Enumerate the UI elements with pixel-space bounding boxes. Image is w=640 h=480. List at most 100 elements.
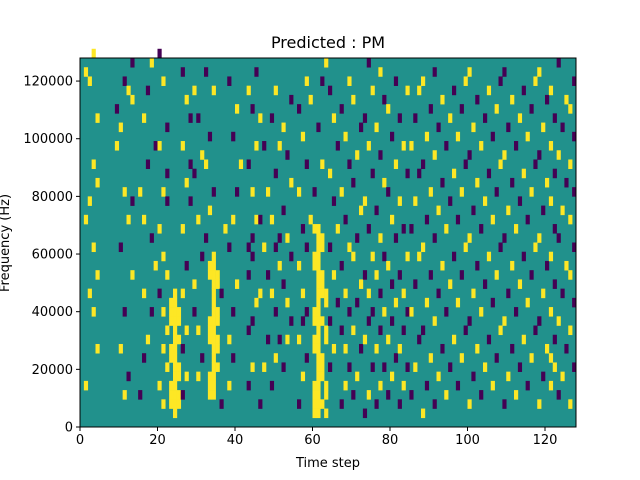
heatmap-cell — [343, 214, 348, 225]
heatmap-cell — [246, 380, 251, 391]
heatmap-cell — [467, 233, 472, 243]
heatmap-cell — [382, 307, 387, 317]
heatmap-cell — [312, 251, 317, 262]
heatmap-cell — [118, 343, 123, 354]
heatmap-cell — [316, 380, 321, 391]
heatmap-cell — [421, 242, 426, 253]
heatmap-cell — [173, 297, 178, 308]
heatmap-cell — [413, 113, 418, 123]
heatmap-cell — [312, 260, 317, 271]
heatmap-cell — [390, 131, 395, 142]
heatmap-cell — [436, 205, 441, 216]
heatmap-cell — [207, 205, 213, 216]
heatmap-cell — [184, 260, 189, 271]
heatmap-cell — [506, 122, 511, 133]
heatmap-cell — [173, 371, 178, 382]
heatmap-cell — [502, 150, 507, 160]
heatmap-cell — [552, 224, 557, 234]
heatmap-cell — [359, 343, 364, 354]
heatmap-cell — [533, 76, 538, 86]
heatmap-cell — [285, 297, 290, 308]
heatmap-cell — [130, 270, 135, 280]
heatmap-cell — [393, 353, 399, 363]
heatmap-cell — [297, 334, 302, 345]
heatmap-cell — [432, 233, 437, 243]
heatmap-cell — [494, 270, 499, 280]
heatmap-cell — [428, 187, 433, 197]
heatmap-cell — [300, 131, 306, 142]
heatmap-cell — [188, 159, 193, 170]
heatmap-cell — [494, 104, 499, 114]
heatmap-cell — [331, 113, 337, 123]
heatmap-cell — [510, 260, 515, 271]
heatmap-cell — [211, 270, 216, 280]
heatmap-cell — [409, 390, 414, 400]
heatmap-cell — [401, 141, 406, 151]
heatmap-cell — [300, 371, 306, 382]
heatmap-cell — [219, 288, 224, 299]
heatmap-cell — [548, 380, 554, 391]
heatmap-cell — [498, 242, 503, 253]
y-tick-label: 100000 — [23, 132, 73, 147]
heatmap-cell — [165, 362, 170, 372]
heatmap-cell — [207, 131, 213, 142]
heatmap-cell — [486, 85, 492, 96]
heatmap-cell — [316, 279, 321, 289]
heatmap-cell — [130, 196, 135, 206]
heatmap-cell — [359, 279, 364, 289]
heatmap-cell — [424, 131, 430, 142]
heatmap-cell — [517, 113, 523, 123]
heatmap-cell — [556, 58, 561, 68]
heatmap-cell — [83, 214, 89, 225]
heatmap-cell — [452, 85, 457, 96]
heatmap-cell — [91, 159, 96, 170]
heatmap-cell — [173, 325, 178, 336]
heatmap-cell — [440, 343, 445, 354]
heatmap-cell — [572, 131, 577, 142]
heatmap-cell — [169, 390, 174, 400]
heatmap-cell — [498, 76, 503, 86]
y-tick-label: 120000 — [23, 75, 73, 90]
heatmap-cell — [130, 94, 135, 105]
heatmap-cell — [173, 408, 178, 419]
heatmap-cell — [145, 85, 151, 96]
heatmap-cell — [452, 251, 457, 262]
heatmap-cell — [269, 288, 275, 299]
heatmap-cell — [351, 177, 356, 188]
heatmap-cell — [541, 205, 546, 216]
heatmap-cell — [448, 279, 453, 289]
heatmap-cell — [254, 214, 259, 225]
heatmap-cell — [316, 371, 321, 382]
heatmap-cell — [486, 334, 492, 345]
heatmap-cell — [316, 316, 321, 326]
heatmap-cell — [207, 334, 213, 345]
heatmap-cell — [568, 214, 573, 225]
heatmap-cell — [331, 343, 337, 354]
heatmap-cells — [83, 48, 577, 419]
heatmap-cell — [207, 325, 213, 336]
heatmap-cell — [514, 224, 519, 234]
heatmap-cell — [568, 159, 573, 170]
heatmap-cell — [568, 399, 573, 409]
heatmap-cell — [173, 362, 178, 372]
heatmap-cell — [219, 399, 224, 409]
heatmap-cell — [227, 334, 232, 345]
heatmap-cell — [366, 390, 371, 400]
heatmap-cell — [533, 325, 538, 336]
heatmap-cell — [273, 307, 278, 317]
heatmap-cell — [359, 122, 364, 133]
heatmap-cell — [277, 141, 282, 151]
heatmap-cell — [312, 343, 317, 354]
heatmap-cell — [537, 316, 542, 326]
heatmap-cell — [161, 76, 166, 86]
heatmap-cell — [324, 297, 329, 308]
heatmap-cell — [467, 399, 472, 409]
heatmap-cell — [207, 390, 213, 400]
heatmap-cell — [204, 67, 209, 77]
heatmap-cell — [324, 390, 329, 400]
heatmap-cell — [277, 260, 282, 271]
heatmap-cell — [413, 279, 418, 289]
heatmap-cell — [471, 205, 476, 216]
heatmap-cell — [533, 242, 538, 253]
heatmap-cell — [91, 307, 96, 317]
